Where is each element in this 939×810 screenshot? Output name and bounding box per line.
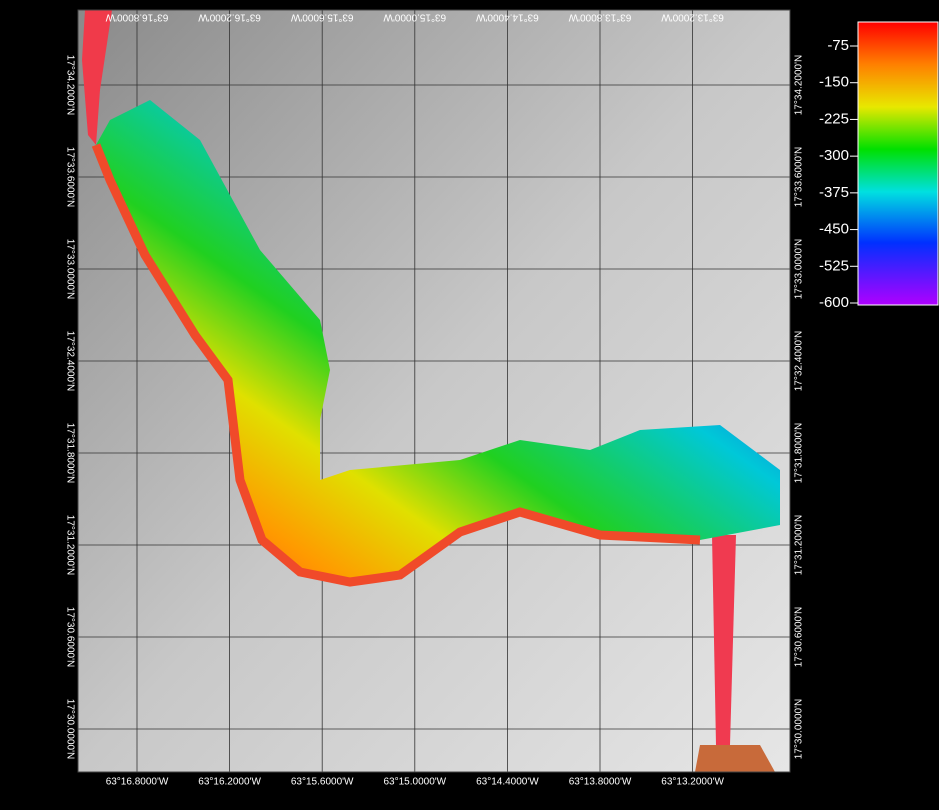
- lon-label-top: 63°15.6000'W: [290, 11, 353, 22]
- lat-label-left: 17°32.4000'N: [64, 331, 75, 391]
- lat-label-right: 17°31.2000'N: [794, 515, 805, 575]
- lat-label-left: 17°33.6000'N: [64, 147, 75, 207]
- lat-label-right: 17°32.4000'N: [794, 331, 805, 391]
- lon-label-top: 63°15.0000'W: [383, 11, 446, 22]
- lat-label-right: 17°30.6000'N: [794, 607, 805, 667]
- lat-label-right: 17°34.2000'N: [794, 55, 805, 115]
- colorbar-tick-label: -225: [819, 110, 849, 127]
- colorbar-tick-label: -450: [819, 221, 849, 238]
- lon-label-top: 63°13.8000'W: [568, 11, 631, 22]
- colorbar-tick-label: -375: [819, 184, 849, 201]
- lon-label-top: 63°16.2000'W: [198, 11, 261, 22]
- lon-label-top: 63°16.8000'W: [105, 11, 168, 22]
- map-view: 63°16.8000'W 63°16.8000'W 63°16.2000'W 63°1…: [0, 0, 939, 805]
- lat-label-right: 17°31.8000'N: [794, 423, 805, 483]
- lon-label-bottom: 63°16.8000'W: [106, 777, 169, 788]
- lat-label-right: 17°33.0000'N: [794, 239, 805, 299]
- lon-label-bottom: 63°15.6000'W: [291, 777, 354, 788]
- lat-label-right: 17°33.6000'N: [794, 147, 805, 207]
- lon-label-bottom: 63°15.0000'W: [383, 777, 446, 788]
- lat-label-left: 17°31.2000'N: [64, 515, 75, 575]
- lat-label-left: 17°33.0000'N: [64, 239, 75, 299]
- lat-label-left: 17°34.2000'N: [64, 55, 75, 115]
- lon-label-bottom: 63°13.8000'W: [569, 777, 632, 788]
- colorbar-tick-label: -75: [827, 37, 849, 54]
- lat-label-left: 17°30.0000'N: [64, 699, 75, 759]
- colorbar-tick-label: -150: [819, 74, 849, 91]
- lon-label-bottom: 63°16.2000'W: [198, 777, 261, 788]
- colorbar-tick-label: -525: [819, 257, 849, 274]
- lon-label-top: 63°14.4000'W: [476, 11, 539, 22]
- lon-label-top: 63°13.2000'W: [661, 11, 724, 22]
- map-background: [78, 10, 790, 772]
- lon-label-bottom: 63°14.4000'W: [476, 777, 539, 788]
- colorbar-tick-label: -300: [819, 147, 849, 164]
- colorbar-tick-label: -600: [819, 294, 849, 311]
- lat-label-left: 17°31.8000'N: [64, 423, 75, 483]
- lat-label-left: 17°30.6000'N: [64, 607, 75, 667]
- lat-label-right: 17°30.0000'N: [794, 699, 805, 759]
- colorbar: -75 -150 -225 -300 -375 -450 -525 -600: [819, 22, 938, 311]
- lon-label-bottom: 63°13.2000'W: [661, 777, 724, 788]
- colorbar-ramp: [858, 22, 938, 305]
